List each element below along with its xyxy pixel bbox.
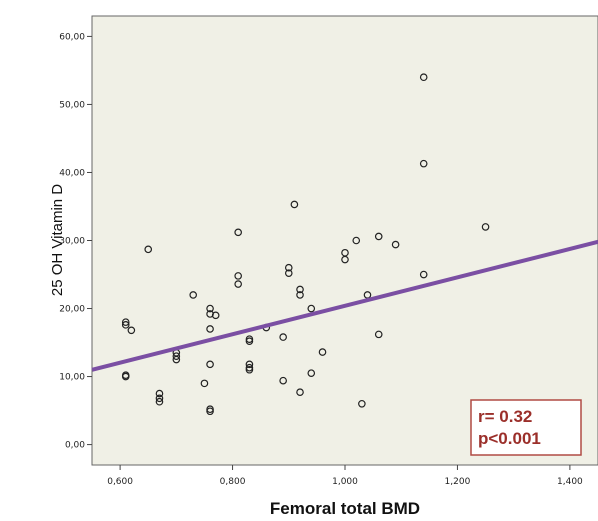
data-point (234, 280, 242, 288)
x-axis: 0,600 0,800 1,000 1,200 1,400 (107, 465, 583, 487)
data-point (189, 291, 198, 299)
data-point (144, 245, 153, 254)
y-axis-title: 25 OH Vitamin D (49, 184, 66, 296)
stat-p-value: p<0.001 (478, 429, 541, 448)
x-tick-label: 1,400 (557, 477, 583, 487)
data-point (284, 263, 293, 272)
data-point (307, 369, 316, 377)
data-point (318, 348, 327, 356)
data-point (307, 304, 316, 313)
data-point (341, 255, 349, 264)
data-point (206, 360, 214, 369)
data-point (374, 232, 383, 241)
data-point (352, 236, 361, 245)
data-point (391, 240, 400, 249)
data-point (206, 325, 214, 333)
y-tick-label: 60,00 (59, 32, 85, 42)
data-point (296, 291, 304, 299)
y-tick-label: 40,00 (59, 168, 85, 178)
data-point (374, 330, 383, 339)
data-point (419, 270, 428, 279)
data-point (121, 318, 130, 326)
data-point (481, 223, 490, 231)
x-tick-label: 1,200 (445, 477, 471, 487)
y-tick-label: 0,00 (65, 441, 85, 451)
data-point (206, 407, 214, 416)
stat-r-value: r= 0.32 (478, 407, 532, 426)
data-point (296, 388, 304, 397)
data-point (206, 304, 214, 313)
data-point (155, 394, 164, 403)
data-point (296, 285, 304, 294)
data-point (284, 269, 293, 277)
x-tick-label: 1,000 (332, 477, 358, 487)
data-point (245, 337, 254, 345)
data-point (234, 228, 242, 237)
data-point (234, 272, 242, 280)
data-point (172, 352, 181, 360)
data-point (290, 200, 299, 209)
y-tick-label: 30,00 (59, 237, 85, 247)
data-point (155, 397, 164, 406)
y-tick-label: 20,00 (59, 305, 85, 315)
stat-annotation-box (470, 399, 582, 456)
regression-line (91, 239, 598, 372)
plot-area (91, 15, 598, 466)
x-axis-title: Femoral total BMD (270, 499, 420, 518)
data-point (419, 159, 428, 168)
data-point (245, 360, 254, 369)
stat-annotation: r= 0.32 p<0.001 (470, 399, 582, 456)
data-point (419, 73, 428, 82)
data-point (279, 376, 287, 385)
data-point (172, 355, 181, 364)
data-point (200, 379, 209, 388)
data-point (245, 365, 254, 374)
x-tick-label: 0,800 (220, 477, 246, 487)
x-tick-label: 0,600 (107, 477, 133, 487)
y-tick-label: 50,00 (59, 100, 85, 110)
data-point (155, 389, 164, 398)
data-point (121, 372, 130, 381)
data-points (121, 73, 490, 416)
data-point (127, 326, 136, 335)
data-point (121, 321, 130, 329)
data-point (279, 333, 287, 341)
data-point (211, 311, 220, 320)
y-axis: 0,00 10,00 20,00 30,00 40,00 50,00 60,00 (59, 32, 92, 451)
data-point (358, 399, 366, 408)
y-tick-label: 10,00 (59, 373, 85, 383)
